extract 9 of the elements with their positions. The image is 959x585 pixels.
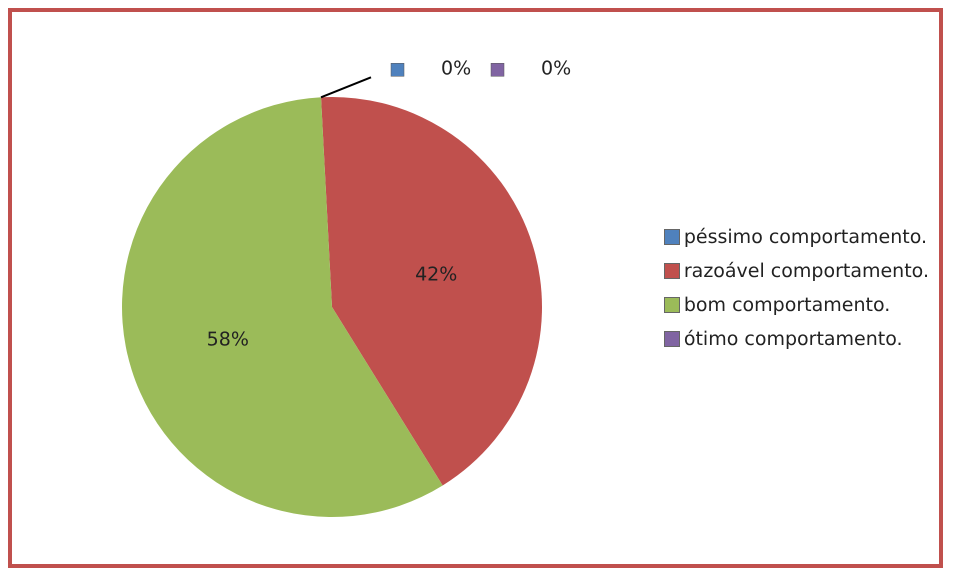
data-label: 58% xyxy=(206,328,249,351)
legend-label: razoável comportamento. xyxy=(684,259,929,284)
legend-label: bom comportamento. xyxy=(684,293,890,318)
legend-label: péssimo comportamento. xyxy=(684,225,928,250)
pie-slice xyxy=(321,97,542,486)
data-label: 42% xyxy=(415,263,458,286)
text: 0% xyxy=(441,57,472,80)
text: 0% xyxy=(541,57,572,80)
legend-label: ótimo comportamento. xyxy=(684,327,903,352)
